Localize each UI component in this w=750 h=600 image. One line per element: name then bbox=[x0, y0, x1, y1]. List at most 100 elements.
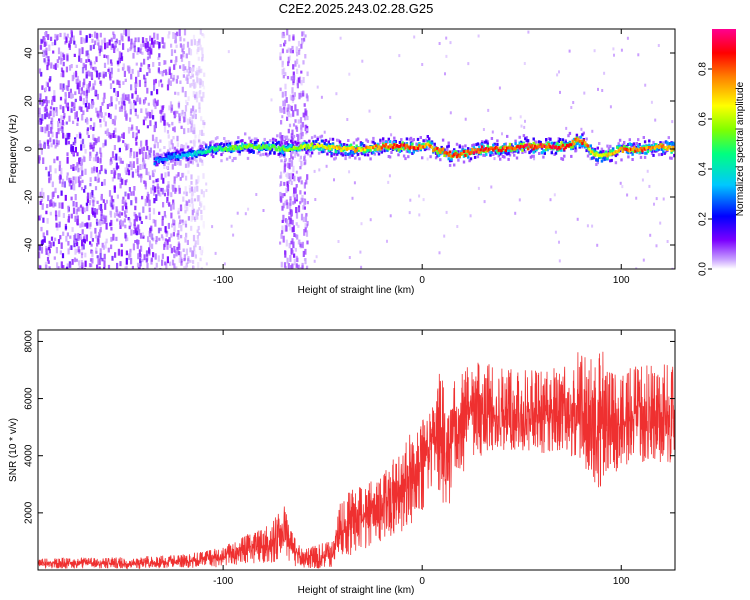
ridge-cell bbox=[508, 149, 512, 153]
noise-cell bbox=[74, 194, 77, 201]
noise-cell bbox=[94, 40, 97, 46]
noise-cell bbox=[49, 110, 52, 116]
ridge-cell bbox=[331, 137, 335, 141]
noise-cell bbox=[302, 216, 305, 223]
ridge-cell bbox=[220, 153, 223, 157]
ridge-cell bbox=[366, 139, 370, 143]
noise-cell bbox=[110, 236, 113, 242]
noise-cell bbox=[294, 60, 297, 67]
noise-cell bbox=[197, 69, 200, 75]
noise-cell bbox=[202, 33, 206, 39]
ridge-cell bbox=[578, 144, 581, 148]
noise-cell bbox=[87, 102, 90, 110]
noise-cell bbox=[166, 242, 169, 250]
noise-cell bbox=[102, 71, 105, 78]
ridge-cell bbox=[659, 143, 662, 147]
noise-cell bbox=[70, 213, 73, 219]
ridge-cell bbox=[568, 131, 572, 135]
noise-cell bbox=[297, 64, 301, 68]
noise-cell bbox=[94, 234, 98, 239]
noise-cell bbox=[197, 134, 200, 140]
noise-cell bbox=[162, 202, 165, 208]
ridge-cell bbox=[469, 150, 473, 154]
ridge-cell bbox=[237, 140, 240, 144]
noise-cell bbox=[174, 40, 177, 44]
noise-cell bbox=[157, 56, 160, 60]
noise-cell bbox=[360, 265, 363, 269]
noise-cell bbox=[109, 159, 112, 166]
noise-cell bbox=[182, 248, 185, 252]
noise-cell bbox=[409, 198, 412, 202]
noise-cell bbox=[47, 131, 50, 137]
ridge-cell bbox=[599, 155, 602, 159]
ridge-cell bbox=[370, 146, 374, 150]
noise-cell bbox=[174, 249, 177, 254]
noise-cell bbox=[147, 111, 150, 117]
noise-cell bbox=[48, 177, 51, 184]
noise-cell bbox=[124, 142, 127, 147]
ridge-cell bbox=[349, 146, 353, 150]
ridge-cell bbox=[447, 153, 450, 157]
noise-cell bbox=[127, 193, 130, 200]
ridge-cell bbox=[662, 150, 665, 154]
noise-cell bbox=[558, 240, 560, 244]
y-tick-label: 0 bbox=[24, 146, 35, 152]
noise-cell bbox=[166, 239, 169, 245]
noise-cell bbox=[129, 101, 132, 109]
noise-cell bbox=[174, 188, 178, 192]
noise-cell bbox=[129, 47, 132, 52]
noise-cell bbox=[293, 258, 296, 266]
noise-cell bbox=[167, 134, 170, 139]
noise-cell bbox=[152, 184, 155, 191]
ridge-cell bbox=[310, 136, 314, 140]
ridge-cell bbox=[205, 152, 208, 156]
noise-cell bbox=[161, 105, 164, 110]
noise-cell bbox=[178, 257, 181, 263]
ridge-cell bbox=[218, 143, 222, 147]
noise-cell bbox=[120, 105, 123, 112]
noise-cell bbox=[75, 134, 79, 138]
ridge-cell bbox=[599, 150, 602, 154]
noise-cell bbox=[167, 171, 170, 177]
ridge-cell bbox=[157, 156, 160, 160]
noise-cell bbox=[199, 44, 202, 51]
ridge-cell bbox=[228, 155, 232, 159]
noise-cell bbox=[176, 135, 179, 142]
noise-cell bbox=[115, 153, 118, 161]
ridge-cell bbox=[216, 136, 219, 140]
noise-cell bbox=[205, 189, 208, 192]
noise-cell bbox=[201, 57, 204, 62]
noise-cell bbox=[76, 218, 79, 225]
noise-cell bbox=[69, 246, 72, 250]
noise-cell bbox=[78, 265, 81, 269]
noise-cell bbox=[54, 210, 58, 217]
ridge-cell bbox=[649, 147, 652, 151]
noise-cell bbox=[189, 247, 192, 253]
noise-cell bbox=[202, 91, 205, 98]
colorbar-tick-label: 0.4 bbox=[698, 162, 709, 176]
ridge-cell bbox=[641, 145, 644, 149]
noise-cell bbox=[130, 84, 133, 91]
ridge-cell bbox=[337, 145, 340, 149]
noise-cell bbox=[198, 145, 201, 151]
noise-cell bbox=[593, 49, 596, 53]
noise-cell bbox=[152, 237, 155, 242]
ridge-cell bbox=[577, 141, 580, 145]
ridge-cell bbox=[154, 160, 158, 164]
noise-cell bbox=[181, 112, 184, 119]
noise-cell bbox=[194, 134, 197, 139]
ridge-cell bbox=[461, 148, 464, 152]
ridge-cell bbox=[584, 141, 587, 145]
ridge-cell bbox=[412, 138, 415, 142]
noise-cell bbox=[47, 145, 50, 149]
ridge-cell bbox=[408, 137, 411, 141]
noise-cell bbox=[136, 171, 140, 177]
noise-cell bbox=[64, 137, 68, 145]
noise-cell bbox=[166, 197, 169, 203]
noise-cell bbox=[94, 176, 97, 182]
noise-cell bbox=[45, 248, 48, 255]
noise-cell bbox=[173, 126, 176, 133]
ridge-cell bbox=[366, 153, 370, 157]
noise-cell bbox=[89, 258, 93, 262]
noise-cell bbox=[286, 49, 289, 53]
